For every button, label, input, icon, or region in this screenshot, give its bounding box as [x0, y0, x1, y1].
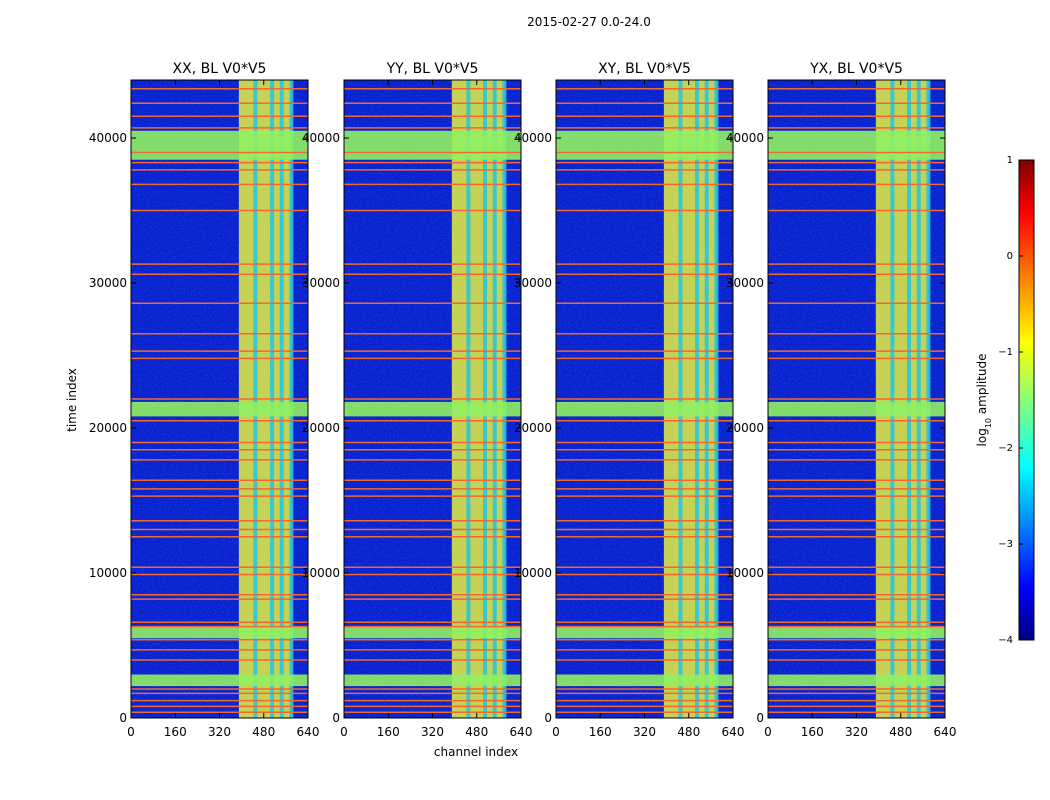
flag-band — [556, 626, 733, 639]
x-tick-label: 0 — [340, 725, 348, 739]
x-tick-label: 0 — [127, 725, 135, 739]
flag-band — [768, 401, 945, 417]
x-tick-label: 160 — [377, 725, 400, 739]
y-tick-label: 30000 — [302, 276, 340, 290]
x-tick-label: 480 — [252, 725, 275, 739]
colorbar-label: log10 amplitude — [975, 354, 993, 447]
panel-1: XX, BL V0*V5 0 160 320 480 640 0 10000 20000 3000… — [89, 61, 320, 739]
colorbar-tick-label: 1 — [1007, 155, 1013, 166]
x-tick-label: 0 — [552, 725, 560, 739]
x-tick-label: 0 — [764, 725, 772, 739]
y-tick-label: 10000 — [302, 566, 340, 580]
x-tick-label: 320 — [633, 725, 656, 739]
colorbar-tick-label: −3 — [998, 539, 1013, 550]
x-tick-label: 640 — [510, 725, 533, 739]
y-tick-label: 0 — [119, 711, 127, 725]
y-tick-label: 0 — [332, 711, 340, 725]
x-tick-label: 160 — [801, 725, 824, 739]
flag-band — [344, 674, 521, 687]
y-tick-label: 20000 — [302, 421, 340, 435]
y-tick-label: 30000 — [514, 276, 552, 290]
y-tick-label: 0 — [756, 711, 764, 725]
flag-band — [556, 401, 733, 417]
y-axis-label: time index — [65, 368, 79, 432]
y-tick-label: 10000 — [89, 566, 127, 580]
x-axis-label: channel index — [434, 745, 518, 759]
colorbar-tick-label: 0 — [1007, 251, 1013, 262]
x-tick-label: 320 — [421, 725, 444, 739]
panel-title: XX, BL V0*V5 — [173, 61, 267, 77]
colorbar-gradient — [1018, 159, 1035, 641]
x-tick-label: 480 — [465, 725, 488, 739]
panel-3: XY, BL V0*V5 0 160 320 480 640 0 10000 20000 3000… — [514, 61, 745, 739]
y-tick-label: 40000 — [302, 131, 340, 145]
panels-group: XX, BL V0*V5 0 160 320 480 640 0 10000 20000 3000… — [89, 61, 957, 739]
colorbar-ticks: 1 0 −1 −2 −3 −4 — [998, 155, 1023, 646]
flag-band — [131, 401, 308, 417]
colorbar-tick-label: −2 — [998, 443, 1013, 454]
flag-band — [556, 130, 733, 160]
panel-2: YY, BL V0*V5 0 160 320 480 640 0 10000 20000 3000… — [302, 61, 533, 739]
y-tick-label: 20000 — [726, 421, 764, 435]
flag-band — [344, 130, 521, 160]
x-tick-label: 640 — [297, 725, 320, 739]
x-tick-label: 480 — [889, 725, 912, 739]
x-tick-label: 640 — [934, 725, 957, 739]
figure-suptitle: 2015-02-27 0.0-24.0 — [527, 15, 651, 29]
y-tick-label: 20000 — [514, 421, 552, 435]
y-tick-label: 30000 — [89, 276, 127, 290]
panel-title: YX, BL V0*V5 — [809, 61, 903, 77]
flag-band — [344, 626, 521, 639]
y-tick-label: 40000 — [514, 131, 552, 145]
y-tick-label: 10000 — [514, 566, 552, 580]
colorbar: 1 0 −1 −2 −3 −4 log10 amplitude — [975, 155, 1035, 646]
x-tick-label: 160 — [164, 725, 187, 739]
flag-band — [131, 626, 308, 639]
flag-band — [131, 130, 308, 160]
y-tick-label: 10000 — [726, 566, 764, 580]
y-tick-label: 40000 — [89, 131, 127, 145]
flag-band — [131, 674, 308, 687]
x-tick-label: 320 — [208, 725, 231, 739]
flag-band — [556, 674, 733, 687]
x-tick-label: 320 — [845, 725, 868, 739]
colorbar-tick-label: −4 — [998, 635, 1013, 646]
x-tick-label: 160 — [589, 725, 612, 739]
colorbar-tick-label: −1 — [998, 347, 1013, 358]
y-tick-label: 40000 — [726, 131, 764, 145]
y-tick-label: 20000 — [89, 421, 127, 435]
flag-band — [768, 130, 945, 160]
flag-band — [768, 674, 945, 687]
x-tick-label: 640 — [722, 725, 745, 739]
panel-4: YX, BL V0*V5 0 160 320 480 640 0 10000 20000 3000… — [726, 61, 957, 739]
flag-band — [344, 401, 521, 417]
panel-title: XY, BL V0*V5 — [598, 61, 691, 77]
x-tick-label: 480 — [677, 725, 700, 739]
y-tick-label: 30000 — [726, 276, 764, 290]
panel-title: YY, BL V0*V5 — [386, 61, 479, 77]
y-tick-label: 0 — [544, 711, 552, 725]
flag-band — [768, 626, 945, 639]
